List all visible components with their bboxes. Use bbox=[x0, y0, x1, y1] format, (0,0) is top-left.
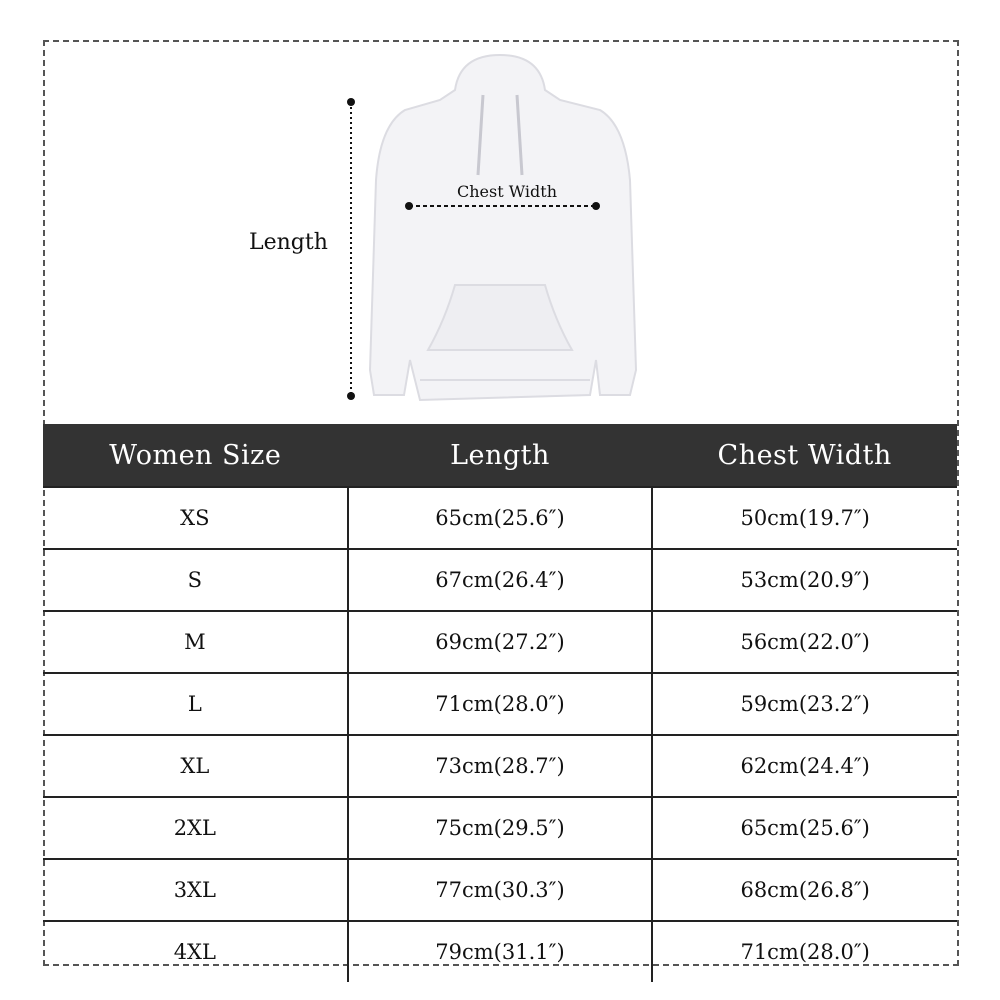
size-cell: XL bbox=[43, 734, 349, 798]
header-size: Women Size bbox=[43, 424, 348, 487]
chest-measure-line bbox=[405, 202, 600, 210]
table-row: 4XL 79cm(31.1″) 71cm(28.0″) bbox=[43, 920, 957, 982]
hoodie-illustration bbox=[347, 53, 638, 402]
chest-width-cell: 71cm(28.0″) bbox=[651, 920, 957, 982]
table-row: 3XL 77cm(30.3″) 68cm(26.8″) bbox=[43, 858, 957, 922]
size-cell: M bbox=[43, 610, 349, 674]
chest-width-cell: 68cm(26.8″) bbox=[651, 858, 957, 922]
table-header: Women Size Length Chest Width bbox=[43, 424, 957, 487]
table-row: L 71cm(28.0″) 59cm(23.2″) bbox=[43, 672, 957, 736]
chest-width-cell: 62cm(24.4″) bbox=[651, 734, 957, 798]
chest-width-cell: 56cm(22.0″) bbox=[651, 610, 957, 674]
header-length: Length bbox=[347, 424, 653, 487]
size-cell: 3XL bbox=[43, 858, 349, 922]
length-cell: 67cm(26.4″) bbox=[346, 548, 654, 612]
chest-width-cell: 53cm(20.9″) bbox=[651, 548, 957, 612]
size-cell: 2XL bbox=[43, 796, 349, 860]
size-cell: S bbox=[43, 548, 349, 612]
length-cell: 69cm(27.2″) bbox=[346, 610, 654, 674]
table-row: XL 73cm(28.7″) 62cm(24.4″) bbox=[43, 734, 957, 798]
hoodie-image bbox=[368, 53, 638, 402]
length-measure-line bbox=[347, 98, 355, 400]
chest-width-cell: 65cm(25.6″) bbox=[651, 796, 957, 860]
length-cell: 77cm(30.3″) bbox=[346, 858, 654, 922]
size-cell: XS bbox=[43, 486, 349, 550]
table-row: XS 65cm(25.6″) 50cm(19.7″) bbox=[43, 486, 957, 550]
header-chest-width: Chest Width bbox=[652, 424, 957, 487]
length-cell: 73cm(28.7″) bbox=[346, 734, 654, 798]
chest-width-cell: 50cm(19.7″) bbox=[651, 486, 957, 550]
size-cell: L bbox=[43, 672, 349, 736]
size-table: Women Size Length Chest Width XS 65cm(25.… bbox=[43, 424, 957, 982]
table-row: M 69cm(27.2″) 56cm(22.0″) bbox=[43, 610, 957, 674]
length-cell: 75cm(29.5″) bbox=[346, 796, 654, 860]
length-cell: 65cm(25.6″) bbox=[346, 486, 654, 550]
table-row: S 67cm(26.4″) 53cm(20.9″) bbox=[43, 548, 957, 612]
length-cell: 79cm(31.1″) bbox=[346, 920, 654, 982]
length-label: Length bbox=[249, 230, 328, 255]
table-row: 2XL 75cm(29.5″) 65cm(25.6″) bbox=[43, 796, 957, 860]
length-cell: 71cm(28.0″) bbox=[346, 672, 654, 736]
chest-width-cell: 59cm(23.2″) bbox=[651, 672, 957, 736]
chest-width-label: Chest Width bbox=[457, 182, 557, 201]
size-cell: 4XL bbox=[43, 920, 349, 982]
